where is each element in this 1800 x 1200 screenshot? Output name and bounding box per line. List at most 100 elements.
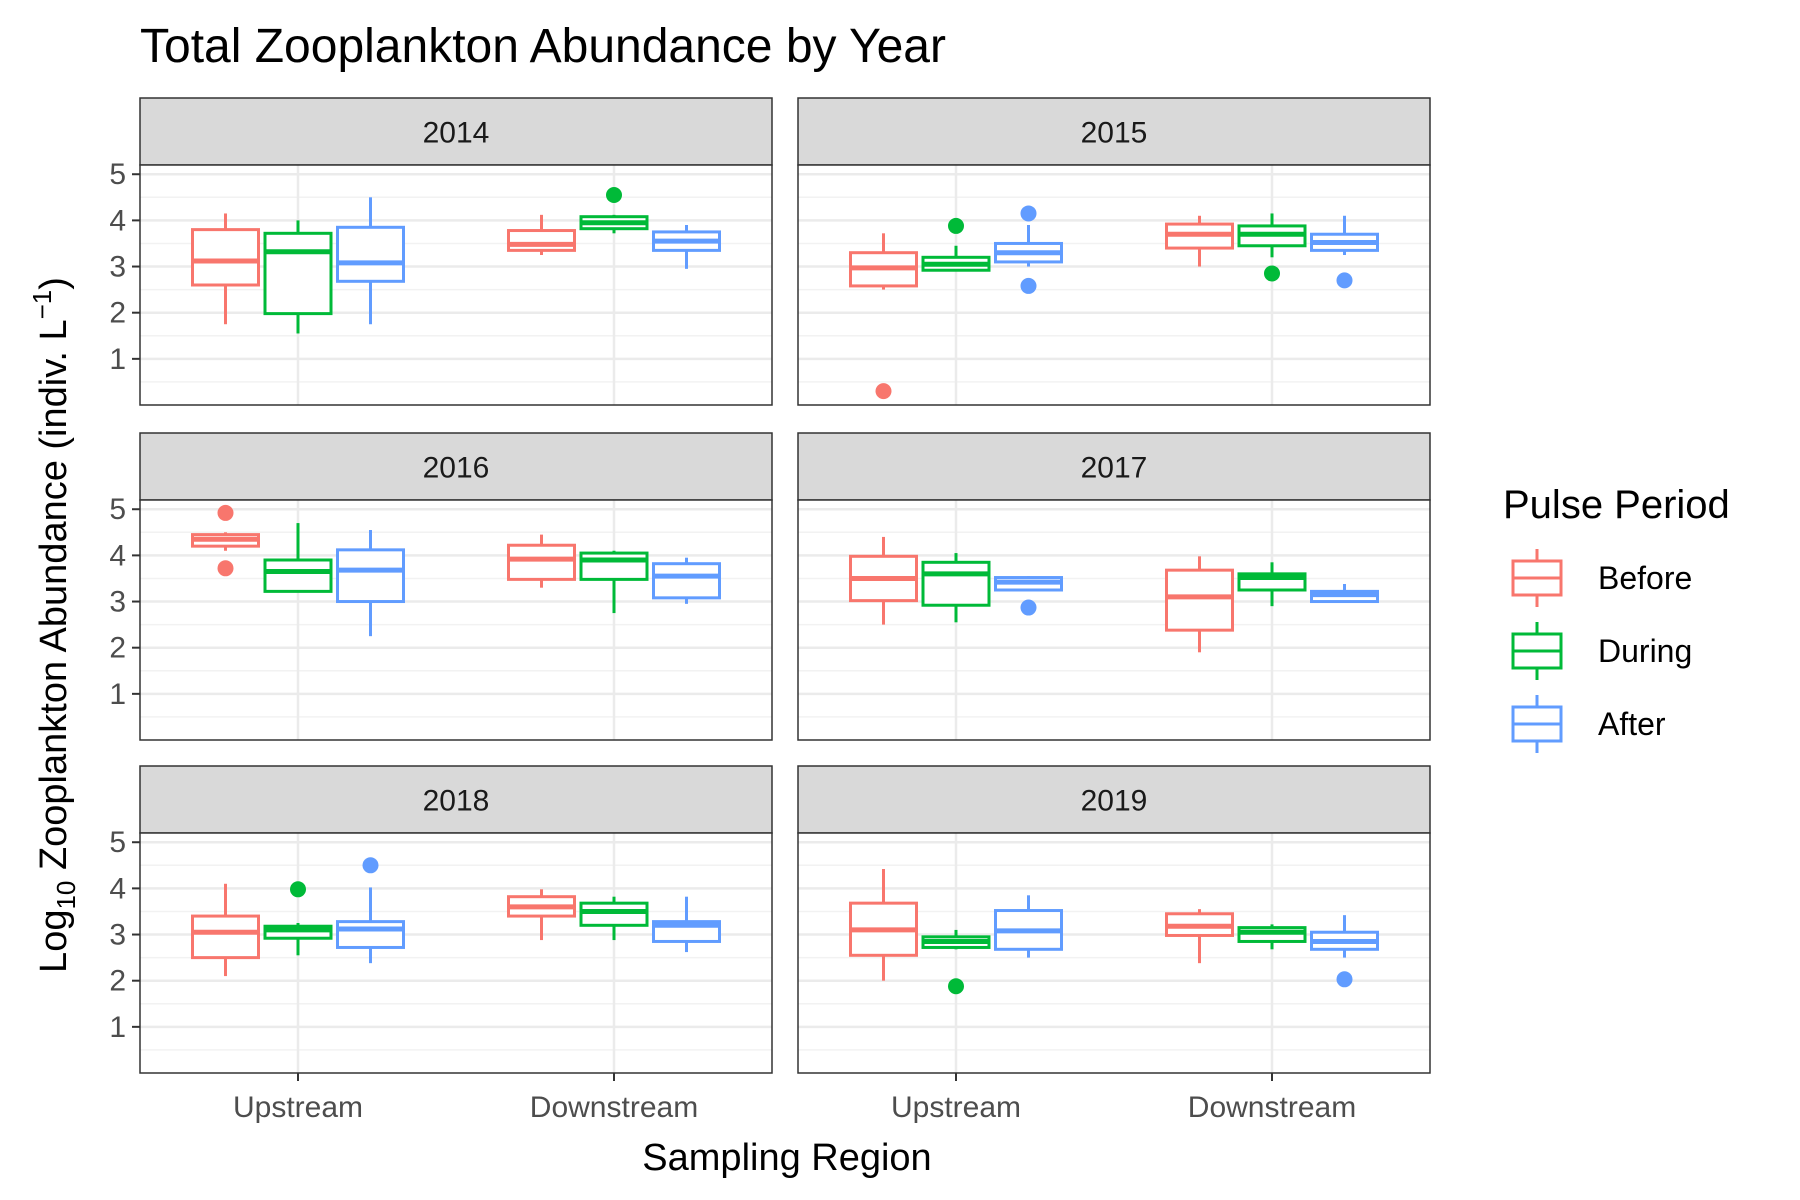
outlier-point	[217, 560, 234, 577]
panel-background	[798, 500, 1430, 740]
outlier-point	[1020, 599, 1037, 616]
box-iqr	[336, 225, 405, 283]
box-downstream-after	[1310, 215, 1379, 289]
outlier-point	[948, 978, 964, 995]
box-downstream-after	[1310, 915, 1379, 988]
outlier-point	[362, 857, 379, 874]
box-upstream-after	[336, 530, 405, 637]
legend-label: During	[1598, 633, 1692, 669]
y-tick-label: 5	[109, 493, 126, 526]
y-axis-title-prefix: Log	[33, 910, 75, 973]
facet-2018: 2018 1 2 3 4 5 Upstream Downstream	[109, 765, 773, 1124]
y-axis-title-main: Zooplankton Abundance (indiv. L	[33, 319, 75, 880]
box-upstream-during	[921, 553, 991, 623]
facet-strip	[797, 432, 1431, 501]
outlier-point	[1020, 205, 1037, 222]
box-iqr	[263, 231, 333, 316]
outlier-point	[1336, 971, 1353, 988]
panel-border	[139, 832, 773, 1074]
y-axis-title: Log10 Zooplankton Abundance (indiv. L−1)	[27, 277, 81, 973]
facet-strip	[139, 765, 773, 834]
y-tick-label: 3	[109, 919, 126, 952]
facet-strip-label: 2015	[1081, 117, 1148, 150]
facet-2017: 2017	[797, 432, 1431, 741]
y-tick-label: 1	[109, 343, 126, 376]
box-downstream-during	[1237, 924, 1307, 950]
x-tick-label: Downstream	[1188, 1091, 1356, 1124]
box-upstream-after	[994, 205, 1063, 294]
facet-2019: 2019 Upstream Downstream	[797, 765, 1431, 1124]
y-tick-label: 1	[109, 1011, 126, 1044]
facet-strip	[139, 97, 773, 166]
box-iqr	[579, 901, 649, 927]
outlier-point	[1264, 265, 1280, 282]
facet-strip-label: 2016	[423, 452, 490, 485]
legend-entry-after: After	[1511, 695, 1666, 753]
box-downstream-after	[652, 557, 721, 604]
chart-title: Total Zooplankton Abundance by Year	[140, 20, 946, 73]
box-downstream-during	[579, 550, 649, 614]
y-axis-title-superscript: −1	[27, 290, 57, 320]
outlier-point	[606, 187, 622, 203]
box-downstream-before	[507, 534, 576, 588]
outlier-point	[948, 217, 964, 234]
box-iqr	[191, 914, 260, 960]
box-upstream-during	[921, 929, 991, 995]
box-downstream-after	[1310, 584, 1379, 604]
facet-strip	[797, 765, 1431, 834]
box-iqr	[507, 543, 576, 581]
y-tick-label: 2	[109, 632, 126, 665]
box-downstream-after	[652, 225, 721, 269]
facet-strip-label: 2014	[423, 117, 490, 150]
box-iqr	[191, 228, 260, 287]
facet-strip-label: 2018	[423, 785, 490, 818]
box-upstream-before	[191, 883, 260, 977]
legend-entry-before: Before	[1511, 549, 1692, 607]
y-tick-label: 2	[109, 297, 126, 330]
box-upstream-before	[849, 233, 918, 400]
box-upstream-before	[191, 213, 260, 325]
box-downstream-before	[1165, 909, 1234, 964]
legend: Pulse Period Before During After	[1503, 483, 1730, 753]
box-downstream-before	[507, 889, 576, 941]
y-tick-label: 4	[109, 539, 126, 572]
box-upstream-after	[994, 895, 1063, 958]
y-tick-label: 1	[109, 678, 126, 711]
legend-label: Before	[1598, 560, 1692, 596]
facet-strip-label: 2019	[1081, 785, 1148, 818]
outlier-point	[217, 504, 234, 521]
box-iqr	[921, 560, 991, 607]
outlier-point	[875, 383, 892, 400]
box-upstream-during	[263, 881, 333, 956]
box-upstream-before	[849, 869, 918, 981]
box-upstream-during	[263, 523, 333, 593]
box-iqr	[336, 920, 405, 949]
box-downstream-after	[652, 896, 721, 953]
x-tick-label: Upstream	[891, 1091, 1021, 1124]
box-downstream-during	[1237, 562, 1307, 607]
panel-border	[139, 499, 773, 741]
facet-2014: 2014 1 2 3 4 5	[109, 97, 773, 406]
panel-border	[139, 164, 773, 406]
box-upstream-after	[994, 576, 1063, 616]
y-tick-label: 5	[109, 826, 126, 859]
outlier-point	[290, 881, 306, 898]
y-tick-label: 4	[109, 872, 126, 905]
y-tick-label: 4	[109, 204, 126, 237]
y-tick-label: 2	[109, 965, 126, 998]
legend-label: After	[1598, 706, 1666, 742]
box-downstream-before	[1165, 215, 1234, 267]
box-downstream-during	[579, 187, 649, 234]
y-tick-label: 5	[109, 158, 126, 191]
box-iqr	[1165, 568, 1234, 632]
box-upstream-after	[336, 197, 405, 325]
box-upstream-during	[921, 217, 991, 272]
box-downstream-before	[507, 214, 576, 255]
outlier-point	[1336, 272, 1353, 289]
y-tick-label: 3	[109, 251, 126, 284]
box-downstream-during	[579, 896, 649, 941]
panel-border	[797, 832, 1431, 1074]
box-downstream-during	[1237, 213, 1307, 282]
box-downstream-before	[1165, 556, 1234, 653]
